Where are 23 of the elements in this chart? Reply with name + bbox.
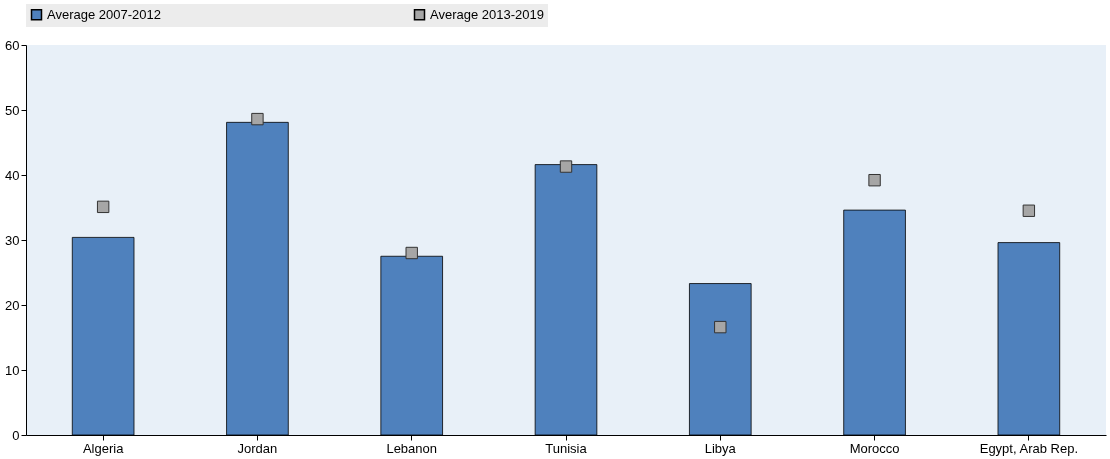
point: [405, 246, 418, 260]
legend-label: Average 2013-2019: [430, 6, 544, 22]
point: [714, 320, 727, 334]
point: [868, 174, 881, 187]
x-tick-label: Libya: [704, 440, 737, 456]
x-tick-label: Egypt, Arab Rep.: [979, 440, 1078, 456]
y-tick-label: 30: [5, 232, 20, 248]
x-tick-label: Jordan: [237, 440, 278, 456]
x-tick-label: Morocco: [849, 440, 900, 456]
y-tick-label: 0: [12, 427, 20, 443]
x-tick-label: Algeria: [82, 440, 125, 456]
y-tick-label: 60: [5, 37, 20, 53]
y-tick-label: 40: [5, 167, 20, 183]
legend-label: Average 2007-2012: [47, 6, 161, 22]
point: [1022, 204, 1036, 217]
y-tick-label: 20: [5, 297, 20, 313]
x-tick-label: Tunisia: [545, 440, 588, 456]
point: [251, 112, 264, 126]
x-tick-label: Lebanon: [386, 440, 438, 456]
y-tick-label: 50: [5, 102, 20, 118]
y-tick-label: 10: [5, 362, 20, 378]
point: [559, 160, 573, 173]
point: [96, 200, 110, 214]
